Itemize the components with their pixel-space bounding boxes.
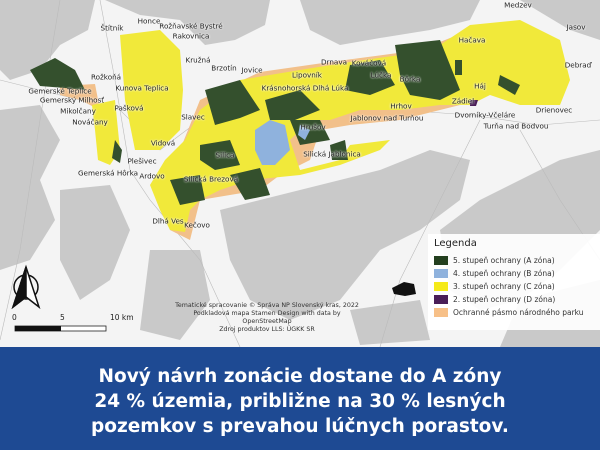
legend-label: 5. stupeň ochrany (A zóna) (453, 256, 555, 265)
scale-tick: 10 km (110, 313, 134, 322)
town-label: Hrušov (300, 122, 326, 132)
enclave (392, 282, 416, 296)
zone-d (470, 100, 478, 106)
town-label: Dvorníky-Včeláre (454, 110, 516, 120)
town-label: Háj (474, 81, 486, 91)
town-label: Honce (137, 16, 161, 26)
town-label: Lúčka (370, 70, 392, 80)
town-label: Gemerská Hôrka (77, 168, 139, 178)
credit-line: Podkladová mapa Stamen Design with data … (193, 310, 341, 325)
town-label: Slavec (181, 112, 205, 122)
legend-label: Ochranné pásmo národného parku (453, 308, 584, 317)
town-label: Gemerský Milhosť (39, 95, 105, 105)
town-label: Brzotín (211, 63, 237, 73)
town-label: Lipovník (292, 70, 322, 80)
town-label: Mikolčany (60, 106, 96, 116)
legend-swatch (434, 269, 448, 278)
town-label: Plešivec (127, 156, 157, 166)
town-label: Jablonov nad Turňou (350, 113, 424, 123)
scale-bar (14, 325, 107, 332)
scale-tick: 5 (60, 313, 65, 322)
zone-b (255, 120, 310, 165)
town-label: Kováčová (351, 58, 387, 68)
legend: Legenda 5. stupeň ochrany (A zóna) 4. stu… (428, 234, 600, 330)
legend-swatch (434, 295, 448, 304)
town-label: Hrhov (390, 101, 412, 111)
town-label: Pašková (114, 103, 144, 113)
town-label: Rakovnica (172, 31, 210, 41)
caption-line: pozemkov s prevahou lúčnych porastov. (91, 416, 509, 437)
town-label: Drienovec (535, 105, 573, 115)
town-label: Rožňavské Bystré (159, 21, 223, 31)
town-label: Kružná (185, 55, 211, 65)
legend-swatch (434, 256, 448, 265)
credit-line: Tematické spracovanie © Správa NP Sloven… (175, 302, 359, 309)
caption-banner: Nový návrh zonácie dostane do A zóny 24 … (0, 347, 600, 450)
town-label: Hačava (458, 35, 486, 45)
credit-line: Zdroj produktov LLS: ÚGKK SR (219, 326, 315, 333)
legend-item: 4. stupeň ochrany (B zóna) (434, 267, 594, 280)
town-label: Jovice (241, 65, 263, 75)
town-label: Zádiel (451, 96, 475, 106)
town-label: Dlhá Ves (152, 216, 184, 226)
town-label: Jasov (566, 22, 586, 32)
town-label: Kunova Teplica (115, 83, 169, 93)
town-label: Medzev (504, 0, 532, 10)
legend-title: Legenda (434, 238, 477, 249)
town-label: Ardovo (139, 171, 165, 181)
legend-item: Ochranné pásmo národného parku (434, 306, 594, 319)
legend-item: 5. stupeň ochrany (A zóna) (434, 254, 594, 267)
town-label: Drnava (321, 57, 347, 67)
scale-tick: 0 (12, 313, 17, 322)
caption-line: 24 % územia, približne na 30 % lesných (94, 391, 506, 412)
town-label: Silická Jablonica (303, 149, 361, 159)
town-label: Rožkoňá (90, 72, 122, 82)
town-label: Bôrka (399, 74, 421, 84)
town-label: Gemerské Teplice (28, 86, 92, 96)
legend-item: 3. stupeň ochrany (C zóna) (434, 280, 594, 293)
legend-label: 2. stupeň ochrany (D zóna) (453, 295, 556, 304)
map[interactable]: Štítník Honce Rožňavské Bystré Rakovnica Kru… (0, 0, 600, 347)
town-label: Krásnohorská Dlhá Lúka (261, 83, 349, 93)
town-label: Nováčany (72, 117, 108, 127)
town-label: Štítník (100, 23, 124, 33)
legend-swatch (434, 308, 448, 317)
forest-areas (0, 0, 600, 347)
legend-item: 2. stupeň ochrany (D zóna) (434, 293, 594, 306)
town-label: Silica (215, 150, 235, 160)
map-credits: Tematické spracovanie © Správa NP Sloven… (172, 302, 362, 334)
town-label: Turňa nad Bodvou (483, 121, 549, 131)
north-arrow-icon (11, 264, 41, 310)
town-label: Debraď (564, 60, 592, 70)
legend-swatch (434, 282, 448, 291)
legend-label: 3. stupeň ochrany (C zóna) (453, 282, 555, 291)
caption-line: Nový návrh zonácie dostane do A zóny (98, 366, 502, 387)
map-graphics (0, 0, 600, 347)
town-label: Vidová (150, 138, 176, 148)
town-label: Kečovo (184, 220, 210, 230)
legend-label: 4. stupeň ochrany (B zóna) (453, 269, 555, 278)
town-label: Silická Brezová (183, 174, 239, 184)
